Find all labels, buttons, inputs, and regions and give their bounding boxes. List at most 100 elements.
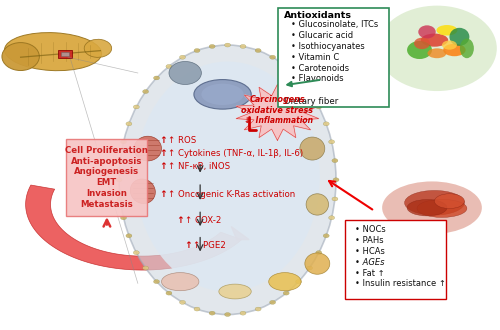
Circle shape (134, 251, 140, 255)
Circle shape (166, 291, 172, 295)
Text: Dietary fiber: Dietary fiber (284, 97, 338, 106)
Text: EMT: EMT (96, 178, 117, 187)
Circle shape (306, 89, 312, 93)
Ellipse shape (169, 61, 202, 84)
Text: Anti-apoptosis: Anti-apoptosis (71, 156, 142, 166)
Circle shape (117, 159, 123, 163)
Ellipse shape (136, 61, 320, 291)
Circle shape (270, 55, 276, 59)
Circle shape (316, 105, 322, 109)
Circle shape (255, 49, 261, 52)
Text: ↑: ↑ (159, 136, 166, 145)
Circle shape (240, 45, 246, 49)
FancyBboxPatch shape (278, 8, 389, 107)
Circle shape (332, 197, 338, 201)
Text: ↑ ROS: ↑ ROS (168, 136, 196, 145)
Circle shape (328, 140, 334, 144)
Text: • NOCs: • NOCs (354, 225, 386, 234)
Ellipse shape (404, 190, 464, 215)
Ellipse shape (377, 6, 497, 91)
Text: Angiogenesis: Angiogenesis (74, 167, 139, 177)
Circle shape (142, 89, 148, 93)
Circle shape (209, 45, 215, 49)
Text: ↑ NF-κB, iNOS: ↑ NF-κB, iNOS (168, 162, 230, 171)
Circle shape (323, 122, 329, 126)
Ellipse shape (2, 43, 40, 71)
Circle shape (117, 197, 123, 201)
Text: ↑ COX-2: ↑ COX-2 (185, 216, 222, 225)
Text: Invasion: Invasion (86, 189, 127, 198)
Ellipse shape (194, 80, 251, 109)
Text: • Glucaric acid: • Glucaric acid (291, 31, 353, 40)
Ellipse shape (84, 39, 112, 57)
Ellipse shape (428, 48, 446, 58)
Text: ↓  Inflammation: ↓ Inflammation (244, 116, 314, 125)
Ellipse shape (268, 273, 301, 291)
Ellipse shape (442, 41, 457, 49)
Text: Cell Proliferation: Cell Proliferation (65, 146, 148, 155)
Text: ↑: ↑ (159, 162, 166, 171)
Ellipse shape (434, 194, 464, 209)
Text: • Isothiocyanates: • Isothiocyanates (291, 42, 364, 51)
Text: • Insulin resistance ↑: • Insulin resistance ↑ (354, 280, 446, 288)
Ellipse shape (382, 182, 482, 234)
Circle shape (333, 178, 339, 182)
Ellipse shape (219, 284, 251, 299)
Circle shape (224, 43, 230, 47)
Circle shape (120, 140, 126, 144)
Ellipse shape (306, 194, 328, 215)
Circle shape (126, 234, 132, 238)
Text: ↑ PGE2: ↑ PGE2 (192, 241, 226, 250)
Circle shape (134, 105, 140, 109)
Polygon shape (236, 84, 318, 140)
Circle shape (142, 266, 148, 270)
Circle shape (332, 159, 338, 163)
Ellipse shape (417, 199, 467, 217)
Text: • PAHs: • PAHs (354, 236, 384, 245)
Circle shape (255, 307, 261, 311)
Circle shape (154, 280, 160, 283)
Circle shape (194, 49, 200, 52)
Text: • Glucosinolate, ITCs: • Glucosinolate, ITCs (291, 20, 378, 29)
Circle shape (316, 251, 322, 255)
Ellipse shape (414, 38, 430, 49)
Ellipse shape (202, 84, 244, 105)
FancyBboxPatch shape (66, 139, 148, 215)
Circle shape (194, 307, 200, 311)
Circle shape (166, 64, 172, 68)
Text: • Carotenoids: • Carotenoids (291, 64, 349, 73)
Text: ↑: ↑ (159, 149, 166, 158)
Text: Metastasis: Metastasis (80, 200, 133, 209)
Ellipse shape (305, 253, 330, 274)
Circle shape (116, 178, 122, 182)
Ellipse shape (130, 179, 156, 204)
Text: ↑: ↑ (176, 216, 184, 225)
Ellipse shape (407, 41, 432, 59)
Circle shape (323, 234, 329, 238)
Circle shape (328, 216, 334, 220)
Text: Antioxidants: Antioxidants (284, 11, 352, 20)
Circle shape (296, 76, 302, 80)
Circle shape (209, 311, 215, 315)
Ellipse shape (119, 45, 336, 314)
Circle shape (180, 55, 186, 59)
Text: • Vitamin C: • Vitamin C (291, 53, 339, 62)
Circle shape (270, 300, 276, 304)
Text: • Flavonoids: • Flavonoids (291, 74, 344, 83)
Ellipse shape (443, 44, 466, 56)
Ellipse shape (407, 200, 447, 216)
Ellipse shape (4, 33, 102, 71)
FancyBboxPatch shape (61, 52, 69, 56)
Text: • AGEs: • AGEs (354, 258, 384, 267)
Ellipse shape (436, 25, 458, 36)
Text: • HCAs: • HCAs (354, 247, 384, 256)
Circle shape (120, 216, 126, 220)
Ellipse shape (460, 39, 474, 58)
Polygon shape (26, 185, 242, 270)
Circle shape (306, 266, 312, 270)
Circle shape (126, 122, 132, 126)
Text: • Fat ↑: • Fat ↑ (354, 269, 384, 278)
Ellipse shape (421, 34, 448, 47)
Circle shape (296, 280, 302, 283)
Text: ↑ Oncogenic K-Ras activation: ↑ Oncogenic K-Ras activation (168, 190, 295, 199)
